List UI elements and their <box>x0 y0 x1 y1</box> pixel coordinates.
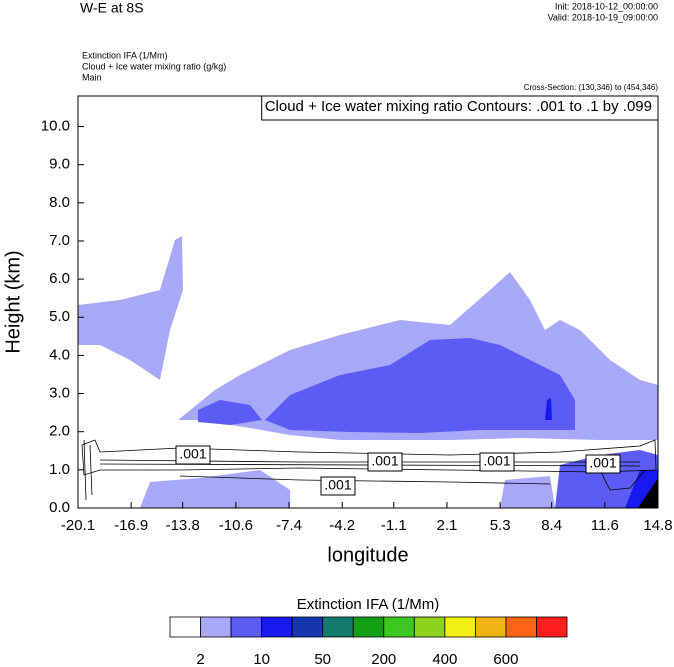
contour-fill <box>78 236 183 380</box>
colorbar-swatch <box>352 616 385 638</box>
y-axis-label: Height (km) <box>2 250 24 353</box>
colorbar-swatch <box>261 616 293 638</box>
colorbar-title: Extinction IFA (1/Mm) <box>297 596 440 613</box>
contour-label-box <box>175 445 211 465</box>
x-tick-label: 14.8 <box>643 517 672 534</box>
contour-fill <box>638 478 658 508</box>
colorbar-swatch <box>413 616 446 638</box>
y-tick-label: 10.0 <box>41 117 70 134</box>
cross-section: Cross-Section: (130,346) to (454,346) <box>524 83 659 92</box>
x-tick-label: 2.1 <box>437 517 458 534</box>
contour-fill <box>265 338 575 433</box>
contour-label: .001 <box>371 453 398 469</box>
y-tick-label: 2.0 <box>49 423 70 440</box>
contour-title: Cloud + Ice water mixing ratio Contours:… <box>265 98 652 115</box>
x-tick-label: -10.6 <box>219 517 253 534</box>
contour-line <box>179 475 551 485</box>
x-tick-label: 11.6 <box>591 517 619 534</box>
y-tick-label: 7.0 <box>49 232 70 249</box>
y-tick-label: 8.0 <box>49 194 70 211</box>
init-time: Init: 2018-10-12_00:00:00 <box>555 1 658 11</box>
colorbar-label: 400 <box>432 651 457 667</box>
colorbar-swatch <box>169 616 201 638</box>
field-name: Cloud + Ice water mixing ratio (g/kg) <box>82 61 226 71</box>
contour-fill <box>140 470 290 508</box>
y-tick-label: 9.0 <box>49 156 70 173</box>
colorbar-swatch <box>322 616 354 638</box>
x-tick-label: -16.9 <box>114 517 148 534</box>
contour-title-box <box>261 95 659 121</box>
contour-label: .001 <box>483 453 510 469</box>
field-name: Main <box>82 72 102 82</box>
contour-label-box <box>320 476 356 496</box>
contour-label-box <box>585 454 621 474</box>
y-tick-label: 5.0 <box>49 308 70 325</box>
y-tick-label: 1.0 <box>49 461 70 478</box>
colorbar-label: 600 <box>493 651 518 667</box>
plot-area <box>77 95 659 509</box>
y-tick-label: 6.0 <box>49 270 70 287</box>
title: W-E at 8S <box>80 0 144 16</box>
x-tick-label: 8.4 <box>541 517 562 534</box>
field-name: Extinction IFA (1/Mm) <box>82 50 168 60</box>
contour-line <box>83 439 646 501</box>
colorbar-label: 10 <box>253 651 270 667</box>
x-tick-label: -1.1 <box>381 517 407 534</box>
x-tick-label: -4.2 <box>329 517 355 534</box>
contour-fill <box>545 398 552 420</box>
contour-label: .001 <box>324 477 351 493</box>
colorbar-label: 50 <box>314 651 331 667</box>
y-tick-label: 4.0 <box>49 346 70 363</box>
colorbar-swatch <box>474 616 507 638</box>
x-axis-label: longitude <box>327 544 408 566</box>
colorbar-swatch <box>291 616 324 638</box>
y-tick-label: 0.0 <box>49 499 70 516</box>
colorbar-label: 2 <box>196 651 204 667</box>
y-tick-label: 3.0 <box>49 385 70 402</box>
contour-fill <box>500 476 555 508</box>
contour-label-box <box>479 452 515 472</box>
x-tick-label: -13.8 <box>166 517 200 534</box>
colorbar-swatch <box>200 616 232 638</box>
contour-fill <box>198 400 262 425</box>
colorbar-swatch <box>505 616 537 638</box>
contour-line <box>81 439 657 476</box>
colorbar-swatch <box>444 616 476 638</box>
colorbar-swatch <box>536 616 568 638</box>
x-tick-label: 5.3 <box>490 517 511 534</box>
contour-label: .001 <box>179 446 206 462</box>
x-tick-label: -20.1 <box>61 517 95 534</box>
colorbar-swatch <box>383 616 415 638</box>
contour-label-box <box>367 452 403 472</box>
colorbar-swatch <box>230 616 263 638</box>
x-tick-label: -7.4 <box>276 517 302 534</box>
colorbar-label: 200 <box>371 651 396 667</box>
contour-label: .001 <box>589 455 616 471</box>
valid-time: Valid: 2018-10-19_09:00:00 <box>548 12 658 22</box>
